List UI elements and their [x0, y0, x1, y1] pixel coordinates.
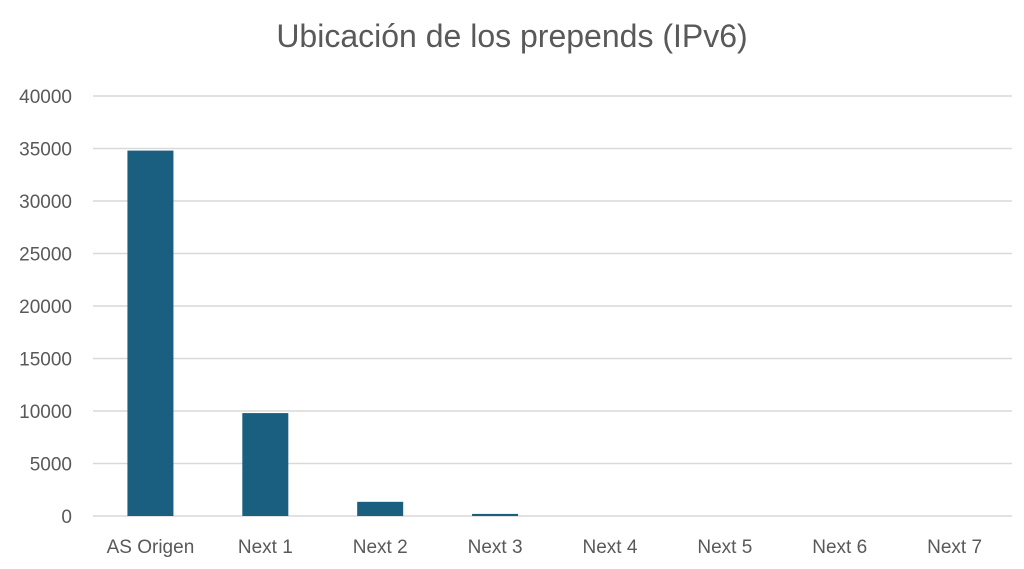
- x-category-label-1: Next 1: [238, 537, 293, 558]
- bar-1: [242, 413, 289, 516]
- bar-2: [357, 501, 404, 516]
- x-category-label-2: Next 2: [353, 537, 408, 558]
- gridlines: [93, 95, 1012, 517]
- chart-title: Ubicación de los prepends (IPv6): [276, 18, 748, 54]
- y-tick-label-6: 30000: [19, 192, 72, 213]
- y-tick-label-2: 10000: [19, 402, 72, 423]
- y-tick-label-1: 5000: [30, 455, 72, 476]
- x-category-label-3: Next 3: [468, 537, 523, 558]
- bars: [127, 150, 519, 516]
- bar-3: [472, 513, 519, 516]
- x-category-label-7: Next 7: [927, 537, 982, 558]
- y-axis-tick-labels: 0 5000 10000 15000 20000 25000 30000 35000 40000: [19, 87, 72, 528]
- y-tick-label-7: 35000: [19, 140, 72, 161]
- y-tick-label-4: 20000: [19, 297, 72, 318]
- x-category-label-4: Next 4: [582, 537, 637, 558]
- y-tick-label-0: 0: [61, 507, 72, 528]
- x-category-label-5: Next 5: [697, 537, 752, 558]
- bar-0: [127, 150, 174, 516]
- x-category-label-6: Next 6: [812, 537, 867, 558]
- x-axis-category-labels: AS Origen Next 1 Next 2 Next 3 Next 4 Next 5 N…: [107, 537, 982, 558]
- y-tick-label-8: 40000: [19, 87, 72, 108]
- x-category-label-0: AS Origen: [107, 537, 195, 558]
- y-tick-label-3: 15000: [19, 350, 72, 371]
- y-tick-label-5: 25000: [19, 245, 72, 266]
